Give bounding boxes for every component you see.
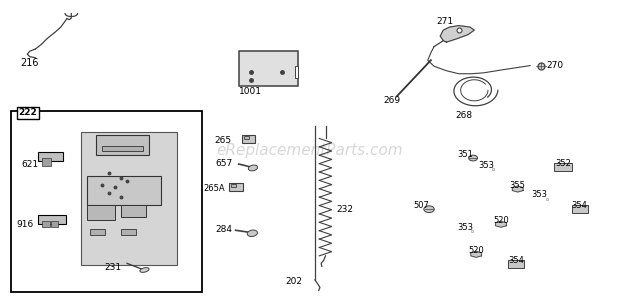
- Ellipse shape: [249, 165, 257, 171]
- Text: 621: 621: [22, 160, 39, 169]
- Bar: [51, 221, 58, 227]
- Text: 916: 916: [17, 220, 34, 229]
- Text: 202: 202: [285, 277, 302, 286]
- Text: 222: 222: [19, 108, 37, 117]
- Ellipse shape: [469, 155, 477, 161]
- Bar: [102, 146, 143, 150]
- Bar: [90, 229, 105, 235]
- Bar: [42, 158, 51, 166]
- Ellipse shape: [140, 268, 149, 272]
- Polygon shape: [471, 251, 482, 257]
- Text: 520: 520: [468, 246, 484, 255]
- Text: 353: 353: [457, 223, 473, 232]
- Text: 507: 507: [414, 201, 430, 210]
- Bar: [572, 205, 588, 213]
- Bar: [294, 66, 298, 78]
- Bar: [231, 184, 236, 187]
- Text: 354: 354: [508, 256, 524, 265]
- Bar: [554, 163, 572, 171]
- Text: 1001: 1001: [239, 87, 262, 96]
- Polygon shape: [440, 26, 474, 42]
- Polygon shape: [495, 221, 507, 227]
- Bar: [11, 111, 202, 292]
- Text: 265A: 265A: [203, 184, 225, 193]
- Text: eReplacementParts.com: eReplacementParts.com: [216, 143, 404, 158]
- Text: 354: 354: [572, 201, 588, 210]
- Polygon shape: [512, 186, 523, 192]
- Bar: [508, 260, 524, 268]
- Text: 216: 216: [20, 58, 38, 68]
- Bar: [81, 132, 177, 265]
- Bar: [244, 136, 249, 139]
- Bar: [242, 135, 255, 143]
- Bar: [121, 205, 146, 217]
- Text: 231: 231: [104, 263, 122, 272]
- Ellipse shape: [424, 206, 434, 213]
- Bar: [96, 135, 149, 155]
- Text: 269: 269: [383, 96, 401, 105]
- Text: 268: 268: [455, 111, 472, 120]
- Text: 271: 271: [436, 17, 454, 26]
- Text: 352: 352: [555, 159, 571, 168]
- Ellipse shape: [247, 230, 257, 237]
- Bar: [121, 229, 136, 235]
- Text: 353: 353: [478, 161, 494, 170]
- Text: 657: 657: [216, 159, 233, 168]
- Text: 353: 353: [531, 190, 547, 199]
- Bar: [239, 51, 298, 86]
- Bar: [87, 176, 161, 205]
- Text: 351: 351: [457, 150, 473, 159]
- Bar: [38, 152, 63, 161]
- Text: 355: 355: [510, 181, 526, 190]
- Text: 520: 520: [493, 216, 509, 225]
- Bar: [42, 221, 50, 227]
- Text: 270: 270: [547, 61, 564, 70]
- Bar: [38, 215, 66, 224]
- Text: 265: 265: [214, 136, 231, 145]
- Text: 284: 284: [216, 225, 232, 234]
- Bar: [87, 205, 115, 220]
- Bar: [229, 183, 243, 191]
- Text: 232: 232: [336, 205, 353, 214]
